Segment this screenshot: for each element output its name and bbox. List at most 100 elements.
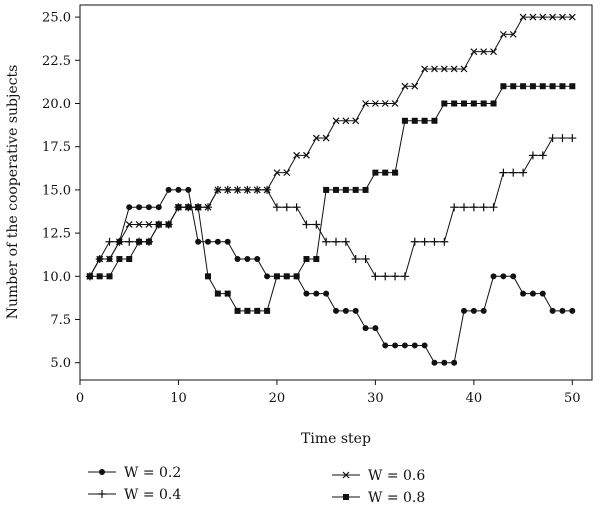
data-point bbox=[410, 237, 419, 246]
data-point bbox=[155, 221, 162, 228]
data-point bbox=[411, 117, 418, 124]
data-point bbox=[175, 186, 182, 193]
data-point bbox=[313, 256, 320, 263]
y-tick-label: 10.0 bbox=[42, 270, 71, 285]
data-point bbox=[461, 307, 467, 314]
legend-marker bbox=[343, 494, 349, 500]
data-point bbox=[382, 342, 389, 349]
data-point bbox=[520, 83, 527, 90]
legend-marker bbox=[99, 469, 105, 475]
x-tick-label: 20 bbox=[269, 391, 286, 406]
data-point bbox=[272, 203, 281, 212]
data-point bbox=[470, 48, 478, 56]
y-tick-label: 7.5 bbox=[50, 313, 71, 328]
data-point bbox=[421, 342, 428, 349]
data-point bbox=[401, 117, 408, 124]
data-point bbox=[372, 325, 379, 332]
data-point bbox=[362, 325, 369, 332]
data-point bbox=[568, 13, 576, 21]
data-point bbox=[362, 186, 369, 193]
data-point bbox=[125, 221, 133, 228]
legend-label: W = 0.4 bbox=[124, 487, 181, 503]
data-point bbox=[450, 65, 458, 73]
data-point bbox=[322, 237, 331, 246]
data-point bbox=[303, 290, 310, 297]
data-point bbox=[549, 13, 557, 21]
data-point bbox=[204, 203, 212, 211]
data-point bbox=[421, 117, 428, 124]
data-point bbox=[224, 186, 232, 194]
data-point bbox=[539, 83, 546, 90]
data-point bbox=[273, 169, 281, 177]
data-point bbox=[195, 204, 202, 211]
data-point bbox=[292, 203, 301, 212]
data-point bbox=[234, 186, 241, 194]
data-point bbox=[234, 307, 241, 314]
data-point bbox=[392, 342, 399, 349]
data-point bbox=[529, 13, 537, 21]
data-point bbox=[195, 238, 202, 245]
legend-item: W = 0.8 bbox=[332, 490, 425, 506]
data-point bbox=[342, 307, 349, 314]
series-line bbox=[89, 85, 573, 312]
y-tick-label: 22.5 bbox=[42, 54, 71, 69]
data-point bbox=[333, 186, 339, 193]
data-point bbox=[312, 220, 321, 229]
data-point bbox=[421, 65, 429, 73]
data-point bbox=[312, 134, 320, 142]
data-point bbox=[431, 65, 438, 73]
data-point bbox=[214, 186, 222, 194]
data-point bbox=[333, 307, 339, 314]
data-point bbox=[569, 83, 576, 90]
data-point bbox=[372, 169, 379, 176]
data-point bbox=[145, 221, 153, 228]
data-point bbox=[391, 272, 400, 281]
data-point bbox=[539, 290, 546, 297]
data-point bbox=[489, 203, 498, 212]
data-point bbox=[273, 273, 280, 280]
x-axis: 0 10 20 30 40 50 bbox=[76, 380, 581, 406]
data-point bbox=[381, 100, 389, 107]
series-line bbox=[89, 137, 573, 277]
data-point bbox=[559, 83, 566, 90]
data-point bbox=[106, 255, 113, 263]
data-point bbox=[499, 168, 508, 177]
data-point bbox=[145, 204, 152, 211]
data-point bbox=[520, 290, 527, 297]
data-point bbox=[569, 307, 576, 314]
data-point bbox=[431, 359, 438, 366]
data-point bbox=[431, 117, 438, 124]
data-point bbox=[558, 134, 567, 143]
data-point bbox=[499, 30, 507, 38]
y-axis: 5.0 7.5 10.0 12.5 15.0 17.5 20.0 22.5 25.0 bbox=[42, 11, 80, 371]
data-point bbox=[480, 307, 487, 314]
data-point bbox=[243, 186, 251, 194]
data-point bbox=[263, 186, 271, 194]
legend: W = 0.2 W = 0.4 W = 0.6 W = 0.8 bbox=[88, 465, 425, 506]
data-point bbox=[155, 204, 162, 211]
data-point bbox=[548, 134, 557, 143]
data-point bbox=[165, 186, 172, 193]
data-point bbox=[460, 203, 468, 212]
legend-marker bbox=[342, 471, 350, 479]
data-point bbox=[500, 83, 507, 90]
data-point bbox=[293, 151, 301, 159]
data-point bbox=[253, 186, 261, 194]
data-point bbox=[490, 48, 497, 56]
data-point bbox=[352, 307, 359, 314]
series-line bbox=[89, 189, 573, 364]
y-tick-label: 15.0 bbox=[42, 183, 71, 198]
data-point bbox=[224, 238, 231, 245]
legend-label: W = 0.8 bbox=[368, 490, 425, 506]
y-tick-label: 25.0 bbox=[42, 11, 71, 26]
data-point bbox=[293, 273, 300, 280]
y-tick-label: 17.5 bbox=[42, 140, 71, 155]
data-point bbox=[401, 342, 408, 349]
plot-area-frame bbox=[79, 4, 593, 381]
data-point bbox=[400, 272, 409, 281]
data-point bbox=[352, 186, 359, 193]
data-point bbox=[214, 238, 221, 245]
data-point bbox=[440, 237, 449, 246]
data-point bbox=[323, 290, 330, 297]
